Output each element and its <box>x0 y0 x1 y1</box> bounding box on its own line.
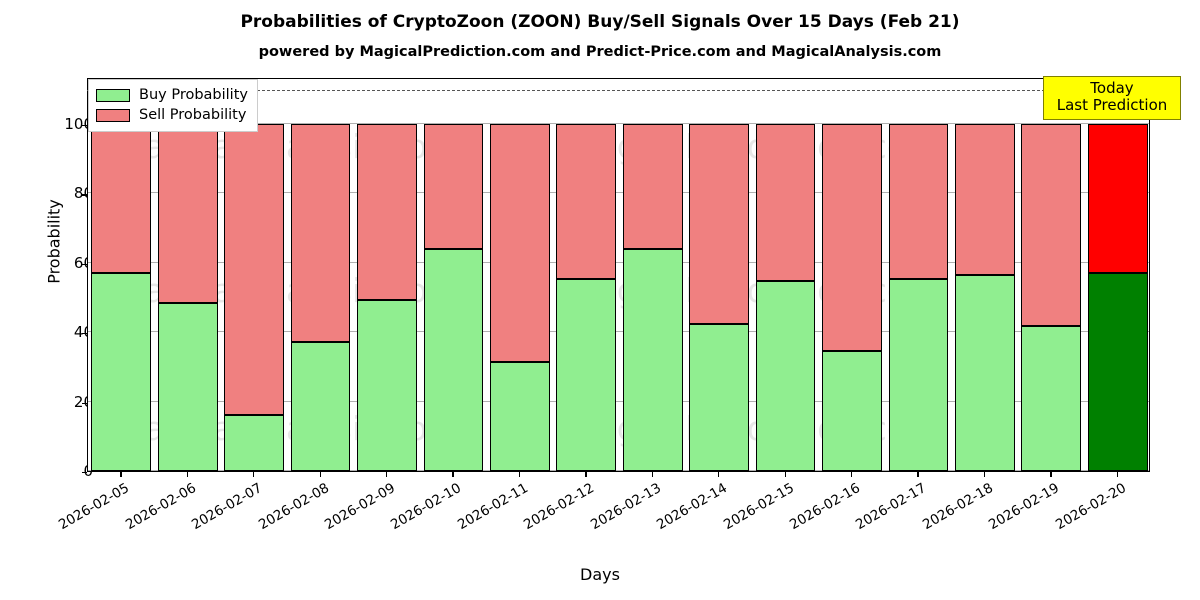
x-tick-mark <box>1116 472 1119 477</box>
bar-series-layer <box>88 79 1149 471</box>
x-tick-mark <box>385 472 388 477</box>
legend-swatch-buy <box>96 88 130 102</box>
dashed-reference-line <box>87 90 1150 91</box>
bar-segment-sell[interactable] <box>290 124 351 342</box>
bar-column[interactable] <box>91 77 152 471</box>
x-tick-mark <box>186 472 188 477</box>
gridline <box>88 470 1149 471</box>
y-tick-label: 100 <box>64 115 93 133</box>
bar-column[interactable] <box>489 77 550 471</box>
bar-column[interactable] <box>357 77 417 471</box>
bar-segment-sell[interactable] <box>1087 124 1148 274</box>
y-tick-mark <box>82 333 87 335</box>
bar-segment-sell[interactable] <box>622 124 683 250</box>
y-tick-mark <box>82 194 87 196</box>
bar-segment-sell[interactable] <box>357 124 417 301</box>
bar-column[interactable] <box>290 77 351 471</box>
bar-segment-sell[interactable] <box>822 124 882 351</box>
bar-segment-buy[interactable] <box>822 350 882 471</box>
bar-segment-buy[interactable] <box>91 273 152 471</box>
bar-column[interactable] <box>955 77 1015 471</box>
bar-segment-buy[interactable] <box>755 281 816 471</box>
y-tick-label: 40 <box>73 323 93 342</box>
x-tick-mark <box>983 472 986 477</box>
chart-legend: Buy Probability Sell Probability <box>88 79 258 132</box>
gridline <box>88 331 1149 333</box>
bar-column[interactable] <box>822 77 882 471</box>
bar-column[interactable] <box>755 77 816 471</box>
bar-segment-buy[interactable] <box>357 300 417 471</box>
today-annotation: Today Last Prediction <box>1043 76 1181 120</box>
gridline <box>88 192 1149 194</box>
bar-segment-buy[interactable] <box>556 278 617 471</box>
x-tick-mark <box>651 472 654 477</box>
x-tick-mark <box>120 472 122 477</box>
bar-column[interactable] <box>224 77 284 471</box>
y-tick-label: 60 <box>73 253 93 272</box>
bar-column[interactable] <box>157 77 218 471</box>
x-tick-mark <box>917 472 919 477</box>
bar-segment-sell[interactable] <box>1021 124 1082 327</box>
bar-segment-sell[interactable] <box>157 124 218 304</box>
legend-item-buy: Buy Probability <box>96 85 248 105</box>
y-tick-label: 80 <box>73 184 93 203</box>
bar-segment-buy[interactable] <box>955 275 1015 471</box>
y-tick-label: 20 <box>73 392 93 411</box>
bar-column[interactable] <box>888 77 949 471</box>
bar-column[interactable] <box>622 77 683 471</box>
bar-column[interactable] <box>556 77 617 471</box>
x-tick-mark <box>585 472 587 477</box>
bar-segment-sell[interactable] <box>955 124 1015 276</box>
bar-segment-buy[interactable] <box>290 341 351 471</box>
gridline <box>88 123 1149 124</box>
x-tick-mark <box>1050 472 1052 477</box>
chart-title: Probabilities of CryptoZoon (ZOON) Buy/S… <box>240 12 960 32</box>
legend-swatch-sell <box>96 108 130 122</box>
x-tick-mark <box>452 472 454 477</box>
bar-column[interactable] <box>1021 77 1082 471</box>
bar-segment-sell[interactable] <box>423 124 484 250</box>
bar-segment-sell[interactable] <box>489 124 550 363</box>
bar-segment-sell[interactable] <box>556 124 617 279</box>
y-tick-mark <box>82 472 87 474</box>
legend-item-sell: Sell Probability <box>96 105 248 125</box>
x-tick-mark <box>851 472 853 477</box>
x-tick-mark <box>253 472 255 477</box>
gridline <box>88 261 1149 263</box>
bar-segment-buy[interactable] <box>489 362 550 471</box>
legend-label-sell: Sell Probability <box>139 107 247 123</box>
chart-subtitle: powered by MagicalPrediction.com and Pre… <box>258 44 942 60</box>
bar-segment-buy[interactable] <box>157 303 218 471</box>
x-tick-mark <box>518 472 521 477</box>
bar-segment-sell[interactable] <box>888 124 949 280</box>
bar-segment-buy[interactable] <box>689 324 750 471</box>
bar-segment-buy[interactable] <box>622 249 683 471</box>
plot-area: MagicalAnalysis.com MagicalPrediction.com… <box>87 78 1150 472</box>
bar-segment-buy[interactable] <box>888 279 949 471</box>
y-tick-mark <box>82 402 87 404</box>
today-annotation-line2: Last Prediction <box>1056 96 1168 115</box>
x-tick-mark <box>319 472 321 477</box>
bar-segment-buy[interactable] <box>1021 326 1082 471</box>
today-annotation-line1: Today <box>1090 79 1134 97</box>
x-tick-mark <box>784 472 786 477</box>
x-axis-label: Days <box>580 565 620 584</box>
bar-segment-sell[interactable] <box>224 124 284 416</box>
y-tick-mark <box>82 125 87 127</box>
bar-segment-sell[interactable] <box>755 124 816 282</box>
bar-column[interactable] <box>689 77 750 471</box>
bar-segment-buy[interactable] <box>423 249 484 471</box>
bar-segment-buy[interactable] <box>224 415 284 471</box>
legend-label-buy: Buy Probability <box>139 87 248 103</box>
bar-column[interactable] <box>423 77 484 471</box>
gridline <box>88 400 1149 402</box>
bar-column[interactable] <box>1087 77 1148 471</box>
bar-segment-sell[interactable] <box>689 124 750 325</box>
y-tick-mark <box>82 263 87 266</box>
bar-segment-buy[interactable] <box>1087 273 1148 471</box>
y-tick-label: 0 <box>33 462 93 480</box>
x-tick-mark <box>718 472 720 477</box>
bar-segment-sell[interactable] <box>91 124 152 274</box>
